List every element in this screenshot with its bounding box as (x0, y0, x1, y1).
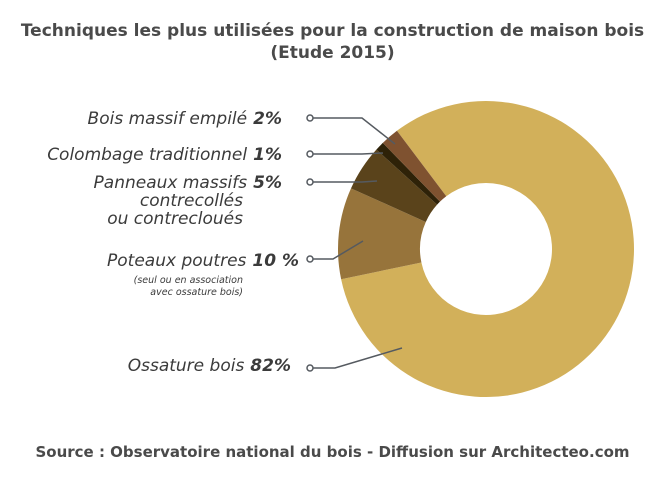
leader-line-3 (310, 152, 384, 155)
leader-dot-4 (306, 114, 314, 122)
label-colombage: Colombage traditionnel 1% (47, 145, 282, 165)
leader-dot-3 (306, 150, 314, 158)
label-poteaux-note: (seul ou en association avec ossature boi… (133, 275, 243, 298)
leader-line-0 (310, 347, 403, 369)
slice-1 (338, 188, 426, 280)
label-ossature: Ossature bois 82% (127, 356, 291, 376)
leader-line-4 (310, 117, 396, 145)
label-panneaux: Panneaux massifs 5% (93, 173, 282, 193)
chart-source: Source : Observatoire national du bois -… (35, 443, 630, 461)
leader-line-1 (310, 240, 364, 260)
chart-subtitle: (Etude 2015) (270, 43, 395, 63)
label-bois-massif: Bois massif empilé 2% (87, 109, 282, 129)
leader-dot-2 (306, 178, 314, 186)
leader-line-2 (310, 180, 378, 183)
chart-title: Techniques les plus utilisées pour la co… (20, 21, 645, 41)
slice-2 (351, 149, 438, 222)
label-panneaux-line3: ou contrecloués (107, 209, 243, 229)
label-panneaux-line2: contrecollés (139, 191, 243, 211)
leader-dot-1 (306, 255, 314, 263)
slice-4 (382, 130, 447, 202)
slice-3 (376, 142, 440, 205)
leader-dot-0 (306, 364, 314, 372)
label-poteaux: Poteaux poutres 10 % (107, 251, 299, 271)
slice-0 (341, 101, 635, 398)
